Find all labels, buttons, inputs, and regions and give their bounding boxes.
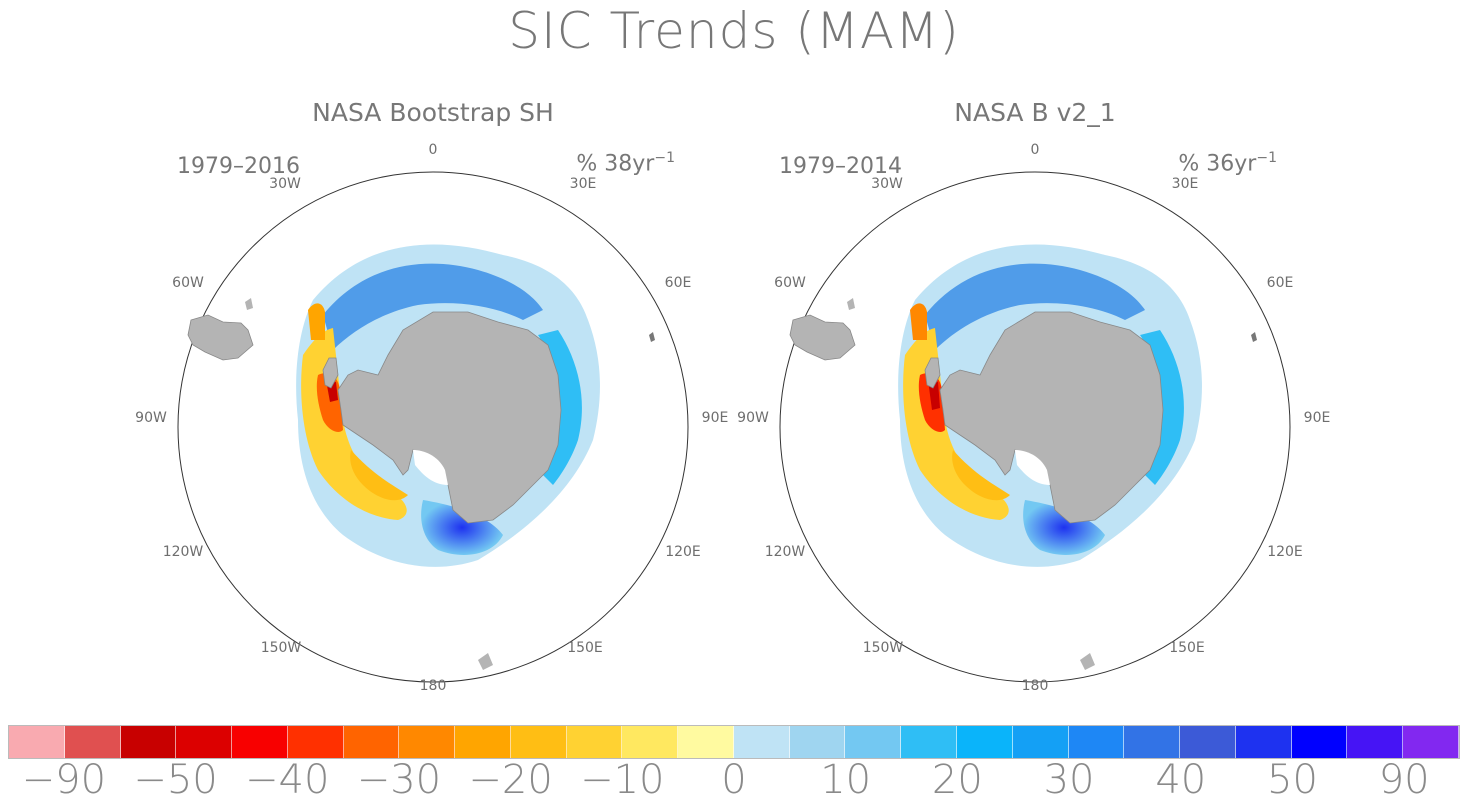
colorbar-cell (733, 726, 790, 758)
lon-label-120e: 120E (1267, 544, 1303, 560)
lon-label-90w: 90W (135, 410, 167, 426)
panel-title: NASA B v2_1 (954, 98, 1116, 127)
south-america-tip (789, 314, 856, 361)
colorbar-cell (1180, 726, 1236, 758)
amundsen-loss-core (952, 450, 1010, 501)
colorbar-tick-label: 10 (820, 757, 872, 803)
lon-label-90e: 90E (702, 410, 729, 426)
lon-label-150w: 150W (863, 640, 904, 656)
colorbar-cell (510, 726, 567, 758)
south-america-tip (187, 314, 254, 361)
falkland-islands (847, 298, 855, 310)
period-label: 1979–2016 (177, 154, 300, 179)
lon-label-150e: 150E (1169, 640, 1205, 656)
colorbar-cell (1403, 726, 1459, 758)
falkland-islands (245, 298, 253, 310)
lon-label-90w: 90W (737, 410, 769, 426)
colorbar-cell (1291, 726, 1348, 758)
polar-map-bootstrap: 0 30E 60E 90E 120E 150E 180 150W 120W 90… (135, 142, 729, 694)
colorbar-cell (64, 726, 121, 758)
colorbar-cell (343, 726, 400, 758)
units-label: % 36yr−1 (1178, 150, 1277, 177)
colorbar-tick-label: 30 (1043, 757, 1095, 803)
lon-label-30w: 30W (871, 176, 903, 192)
colorbar-tick-label: 40 (1155, 757, 1207, 803)
lon-label-90e: 90E (1304, 410, 1331, 426)
colorbar-tick-label: −90 (21, 757, 107, 803)
lon-label-0: 0 (429, 142, 438, 158)
main-title: SIC Trends (MAM) (508, 2, 960, 60)
colorbar-cell (399, 726, 456, 758)
max-loss-spot (928, 380, 940, 410)
antarctic-peninsula (322, 357, 339, 389)
lon-label-120w: 120W (765, 544, 806, 560)
lon-label-30w: 30W (269, 176, 301, 192)
colorbar-cell (789, 726, 846, 758)
lon-label-150w: 150W (261, 640, 302, 656)
new-zealand-tip (478, 653, 493, 670)
colorbar-tick-label: −40 (245, 757, 330, 803)
panel-title: NASA Bootstrap SH (312, 98, 554, 127)
colorbar-cell (1068, 726, 1125, 758)
lon-label-30e: 30E (1172, 176, 1199, 192)
colorbar-cell (566, 726, 623, 758)
lon-label-180: 180 (1022, 678, 1049, 694)
map-panel-bootstrap: 0 30E 60E 90E 120E 150E 180 150W 120W 90… (133, 90, 733, 700)
colorbar-cell (957, 726, 1013, 758)
antarctica-landmass (939, 311, 1164, 524)
lon-label-60w: 60W (774, 275, 806, 291)
lon-label-0: 0 (1031, 142, 1040, 158)
colorbar-cell (455, 726, 511, 758)
amundsen-loss-core (350, 450, 408, 501)
colorbar-tick-label: −20 (468, 757, 553, 803)
polar-map-v2-1: 0 30E 60E 90E 120E 150E 180 150W 120W 90… (737, 142, 1331, 694)
colorbar-cell (1012, 726, 1069, 758)
lon-label-60e: 60E (665, 275, 692, 291)
colorbar (8, 725, 1460, 759)
lon-label-180: 180 (420, 678, 447, 694)
ross-ice-shelf (413, 450, 448, 485)
colorbar-tick-label: −30 (356, 757, 442, 803)
kerguelen-island (1251, 332, 1257, 342)
colorbar-cell (1347, 726, 1404, 758)
antarctica-landmass (337, 311, 562, 524)
antarctic-peninsula (924, 357, 941, 389)
weddell-sea-gain (323, 263, 543, 350)
lon-label-60e: 60E (1267, 275, 1294, 291)
weddell-sea-gain (925, 263, 1145, 350)
units-label: % 38yr−1 (576, 150, 675, 177)
colorbar-cell (232, 726, 288, 758)
lon-label-120e: 120E (665, 544, 701, 560)
ross-sea-gain (421, 500, 503, 555)
ross-ice-shelf (1015, 450, 1050, 485)
lon-label-60w: 60W (172, 275, 204, 291)
lon-label-120w: 120W (163, 544, 204, 560)
lon-label-150e: 150E (567, 640, 603, 656)
colorbar-cell (622, 726, 679, 758)
ross-sea-gain (1023, 500, 1105, 555)
colorbar-tick-label: 0 (721, 757, 747, 803)
colorbar-cell (9, 726, 65, 758)
colorbar-cell (120, 726, 177, 758)
colorbar-tick-label: −10 (580, 757, 665, 803)
colorbar-cell (1235, 726, 1292, 758)
new-zealand-tip (1080, 653, 1095, 670)
peninsula-loss (910, 303, 927, 340)
kerguelen-island (649, 332, 655, 342)
period-label: 1979–2014 (779, 154, 902, 179)
colorbar-cell (678, 726, 734, 758)
colorbar-cell (287, 726, 344, 758)
colorbar-tick-label: 20 (931, 757, 983, 803)
colorbar-cell (901, 726, 958, 758)
colorbar-cell (845, 726, 902, 758)
lon-label-30e: 30E (570, 176, 597, 192)
colorbar-cell (176, 726, 233, 758)
colorbar-tick-label: −50 (133, 757, 218, 803)
peninsula-loss (308, 303, 325, 340)
colorbar-labels: −90 −50 −40 −30 −20 −10 0 10 20 30 40 50 90 (8, 757, 1460, 807)
colorbar-tick-label: 50 (1267, 757, 1318, 803)
map-panel-v2-1: 0 30E 60E 90E 120E 150E 180 150W 120W 90… (735, 90, 1335, 700)
colorbar-cell (1124, 726, 1181, 758)
colorbar-tick-label: 90 (1378, 757, 1430, 803)
